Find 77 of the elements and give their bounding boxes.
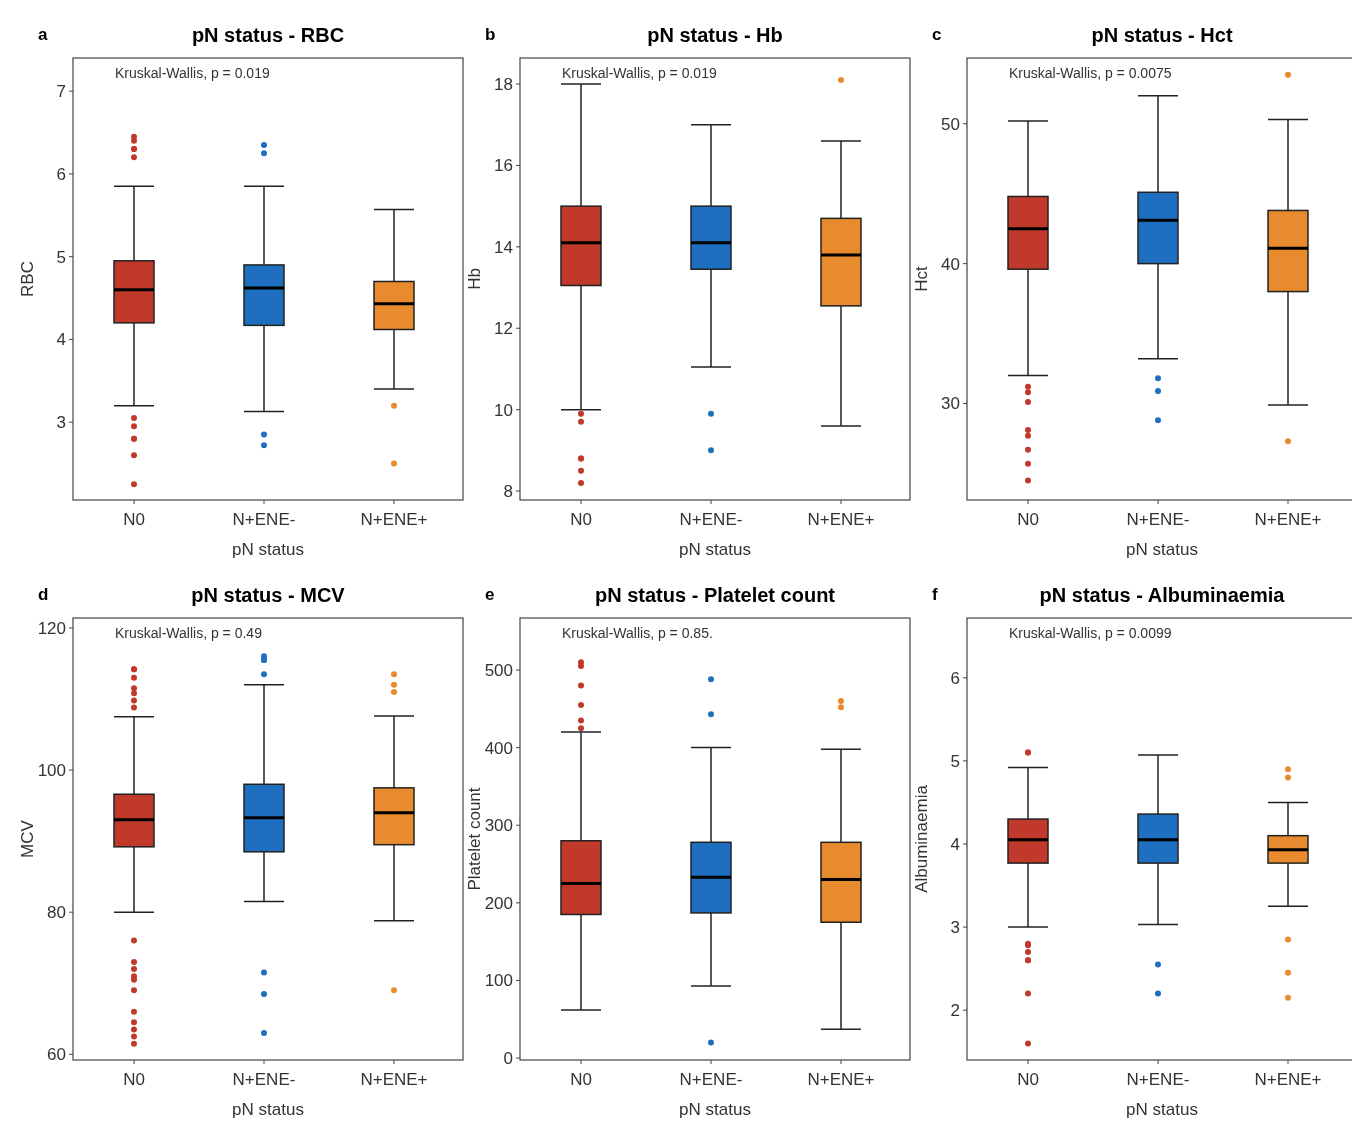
x-tick-label: N0 — [1017, 510, 1039, 529]
y-tick-label: 16 — [494, 156, 513, 176]
y-tick-label: 120 — [37, 618, 66, 638]
y-tick-label: 100 — [484, 971, 513, 991]
x-tick-label: N+ENE+ — [360, 1070, 428, 1089]
chart-title: pN status - RBC — [191, 24, 345, 46]
x-tick-label: N0 — [123, 1070, 145, 1089]
y-axis-title: Albuminaemia — [912, 784, 931, 893]
chart-title: pN status - MCV — [191, 584, 346, 606]
y-axis-title: MCV — [18, 819, 37, 858]
x-tick-label: N+ENE+ — [360, 510, 428, 529]
annotation: Kruskal-Wallis, p = 0.49 — [115, 625, 263, 641]
text: c — [932, 25, 942, 44]
x-tick-label: N+ENE- — [679, 1070, 743, 1089]
x-tick-label: N0 — [123, 510, 145, 529]
x-axis-title: pN status — [1126, 540, 1198, 559]
x-axis-title: pN status — [232, 1100, 304, 1119]
chart-title: pN status - Hct — [1091, 24, 1233, 46]
y-tick-label: 10 — [494, 400, 513, 420]
chart-title: pN status - Hb — [647, 24, 783, 46]
annotation: Kruskal-Wallis, p = 0.0099 — [1009, 625, 1172, 641]
x-tick-label: N+ENE+ — [1254, 510, 1322, 529]
annotation: Kruskal-Wallis, p = 0.019 — [115, 65, 270, 81]
text: b — [485, 25, 496, 44]
y-axis-title: Platelet count — [465, 787, 484, 891]
y-tick-label: 6 — [950, 668, 960, 688]
x-tick-label: N+ENE- — [232, 510, 296, 529]
y-tick-label: 5 — [56, 247, 66, 267]
x-tick-label: N+ENE- — [1126, 510, 1190, 529]
y-tick-label: 80 — [47, 903, 66, 923]
x-tick-label: N0 — [1017, 1070, 1039, 1089]
text: d — [38, 585, 49, 604]
y-axis-title: Hct — [912, 265, 931, 292]
x-tick-label: N+ENE+ — [807, 1070, 875, 1089]
y-tick-label: 200 — [484, 893, 513, 913]
x-tick-label: N+ENE+ — [807, 510, 875, 529]
x-tick-label: N+ENE- — [232, 1070, 296, 1089]
y-tick-label: 3 — [950, 918, 960, 938]
x-axis-title: pN status — [1126, 1100, 1198, 1119]
y-tick-label: 18 — [494, 75, 513, 94]
y-tick-label: 7 — [56, 82, 66, 102]
y-tick-label: 500 — [484, 660, 513, 680]
y-tick-label: 40 — [941, 254, 960, 274]
x-tick-label: N+ENE+ — [1254, 1070, 1322, 1089]
chart-title: pN status - Albuminaemia — [1039, 584, 1286, 606]
annotation: Kruskal-Wallis, p = 0.019 — [562, 65, 717, 81]
y-tick-label: 2 — [950, 1001, 960, 1021]
y-tick-label: 5 — [950, 751, 960, 771]
y-tick-label: 30 — [941, 394, 960, 414]
y-tick-label: 400 — [484, 738, 513, 758]
x-axis-title: pN status — [232, 540, 304, 559]
y-tick-label: 50 — [941, 114, 960, 134]
y-tick-label: 4 — [950, 834, 960, 854]
x-axis-title: pN status — [679, 540, 751, 559]
y-tick-label: 60 — [47, 1045, 66, 1065]
y-tick-label: 12 — [494, 319, 513, 339]
x-tick-label: N0 — [570, 510, 592, 529]
y-tick-label: 14 — [494, 237, 513, 257]
x-axis-title: pN status — [679, 1100, 751, 1119]
x-tick-label: N+ENE- — [1126, 1070, 1190, 1089]
x-tick-label: N+ENE- — [679, 510, 743, 529]
text: a — [38, 25, 48, 44]
annotation: Kruskal-Wallis, p = 0.85. — [562, 625, 713, 641]
y-tick-label: 100 — [37, 761, 66, 781]
y-tick-label: 0 — [503, 1049, 513, 1069]
annotation: Kruskal-Wallis, p = 0.0075 — [1009, 65, 1172, 81]
y-axis-title: RBC — [18, 261, 37, 297]
y-tick-label: 8 — [503, 482, 513, 501]
y-tick-label: 300 — [484, 816, 513, 836]
y-tick-label: 6 — [56, 164, 66, 184]
chart-title: pN status - Platelet count — [594, 584, 836, 606]
y-axis-title: Hb — [465, 268, 484, 290]
x-tick-label: N0 — [570, 1070, 592, 1089]
y-tick-label: 4 — [56, 330, 66, 350]
text: f — [932, 585, 938, 604]
text: e — [485, 585, 495, 604]
y-tick-label: 3 — [56, 413, 66, 433]
